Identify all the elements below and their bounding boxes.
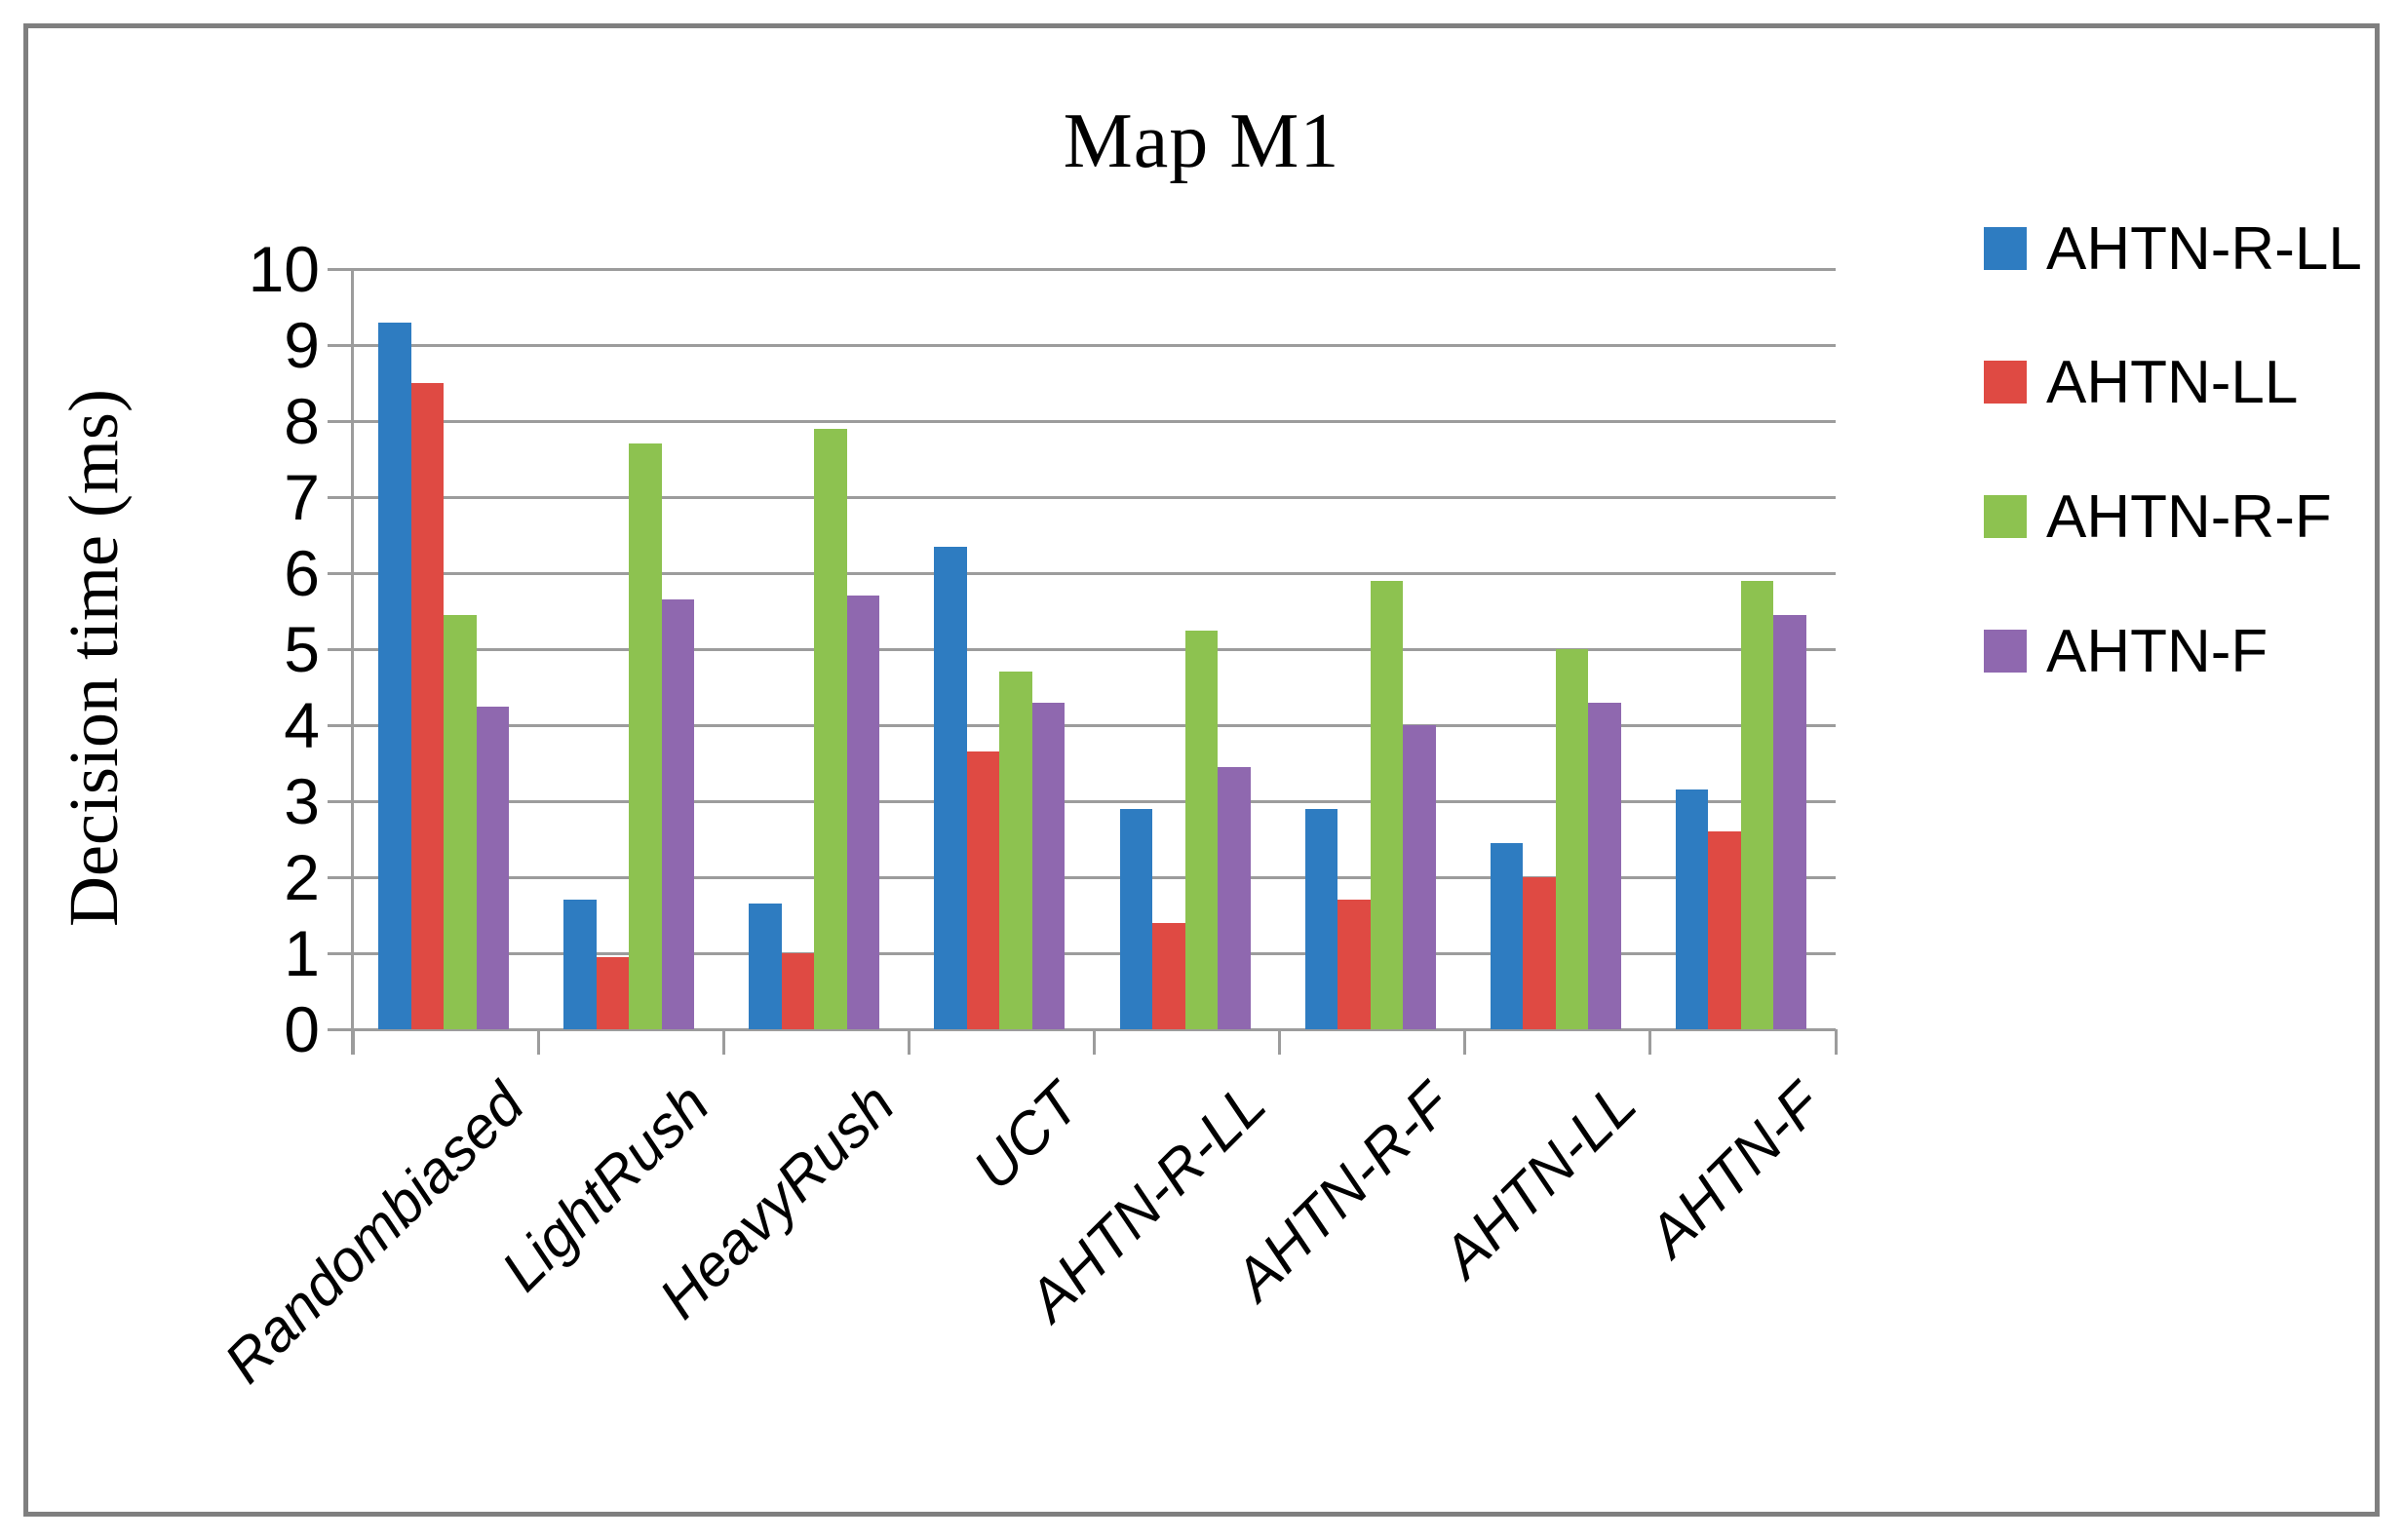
y-tick-label: 7 [284,461,320,533]
y-tick-label: 2 [284,841,320,913]
gridline [353,951,1836,955]
x-axis-tick [351,1029,355,1055]
bar-AHTN-R-F-HeavyRush [814,428,847,1029]
y-axis-line [351,269,354,1055]
x-axis-tick [1278,1029,1282,1055]
y-axis-tick [328,647,353,651]
y-axis-tick [328,267,353,271]
gridline [353,343,1836,347]
y-axis-tick [328,951,353,955]
y-tick-label: 10 [248,233,320,305]
bar-AHTN-R-F-UCT [999,672,1032,1029]
bar-AHTN-LL-Randombiased [410,383,444,1029]
bar-AHTN-R-LL-HeavyRush [749,904,782,1029]
legend-label: AHTN-LL [2046,348,2299,416]
y-axis-tick [328,571,353,575]
x-axis-tick [721,1029,725,1055]
y-axis-tick [328,723,353,727]
y-axis-tick [328,799,353,803]
bar-AHTN-R-F-AHTN-F [1740,580,1774,1029]
chart-title: Map M1 [1063,98,1340,184]
figure-border [23,23,2380,1517]
y-axis-tick [328,419,353,423]
gridline [353,647,1836,651]
bar-AHTN-LL-LightRush [596,956,630,1029]
y-tick-label: 8 [284,385,320,457]
legend-item-AHTN-R-F: AHTN-R-F [1984,478,2332,556]
bar-AHTN-R-LL-AHTN-F [1675,789,1709,1029]
bar-AHTN-R-LL-AHTN-R-F [1304,808,1338,1029]
legend-swatch-icon [1984,227,2027,270]
y-tick-label: 9 [284,309,320,381]
x-axis-tick [1093,1029,1096,1055]
bar-AHTN-R-F-Randombiased [444,614,477,1029]
bar-AHTN-F-HeavyRush [846,596,880,1029]
bar-AHTN-F-LightRush [661,599,695,1029]
y-axis-tick [328,495,353,499]
gridline [353,723,1836,727]
bar-AHTN-F-AHTN-LL [1588,702,1621,1029]
legend-label: AHTN-F [2046,617,2268,685]
bar-AHTN-R-F-AHTN-R-LL [1184,630,1218,1029]
y-tick-label: 3 [284,765,320,837]
x-axis-tick [1834,1029,1838,1055]
legend-swatch-icon [1984,630,2027,673]
y-axis-tick [328,343,353,347]
y-tick-label: 0 [284,993,320,1065]
bar-AHTN-LL-UCT [966,751,1000,1029]
legend-swatch-icon [1984,495,2027,538]
legend-label: AHTN-R-F [2046,482,2332,551]
bar-AHTN-F-AHTN-F [1773,614,1806,1029]
legend-swatch-icon [1984,361,2027,404]
bar-AHTN-LL-HeavyRush [781,953,815,1029]
bar-AHTN-R-F-LightRush [629,443,662,1029]
legend-label: AHTN-R-LL [2046,214,2362,283]
bar-AHTN-F-AHTN-R-LL [1218,766,1251,1029]
bar-AHTN-F-AHTN-R-F [1403,725,1436,1029]
bar-AHTN-LL-AHTN-LL [1523,877,1556,1029]
plot-area: 0 1 2 3 4 5 6 7 8 9 10 Randombiased LightRush HeavyRu… [212,234,1838,1395]
gridline [353,799,1836,803]
bar-AHTN-R-LL-UCT [934,546,967,1029]
bar-AHTN-LL-AHTN-F [1708,831,1741,1029]
gridline [353,419,1836,423]
bar-AHTN-LL-AHTN-R-LL [1152,922,1185,1029]
bar-AHTN-R-F-AHTN-LL [1555,649,1589,1029]
bar-AHTN-F-Randombiased [476,706,509,1029]
y-tick-label: 5 [284,613,320,685]
y-axis-tick [328,1027,353,1031]
bar-AHTN-R-LL-Randombiased [378,322,411,1029]
y-axis-tick [328,875,353,879]
legend-item-AHTN-R-LL: AHTN-R-LL [1984,210,2362,288]
bar-AHTN-R-F-AHTN-R-F [1370,580,1404,1029]
legend-item-AHTN-F: AHTN-F [1984,612,2267,690]
bar-AHTN-LL-AHTN-R-F [1337,900,1371,1029]
legend-item-AHTN-LL: AHTN-LL [1984,343,2298,421]
y-tick-label: 6 [284,537,320,609]
gridline [353,495,1836,499]
gridline [353,267,1836,271]
x-axis-tick [907,1029,911,1055]
x-axis-tick [536,1029,540,1055]
y-tick-label: 4 [284,689,320,761]
gridline [353,571,1836,575]
bar-AHTN-R-LL-LightRush [563,900,597,1029]
gridline [353,875,1836,879]
x-axis-tick [1648,1029,1652,1055]
bar-AHTN-R-LL-AHTN-R-LL [1119,808,1152,1029]
bar-AHTN-R-LL-AHTN-LL [1490,842,1524,1029]
y-tick-label: 1 [284,917,320,989]
x-axis-tick [1463,1029,1467,1055]
bar-AHTN-F-UCT [1031,702,1066,1029]
